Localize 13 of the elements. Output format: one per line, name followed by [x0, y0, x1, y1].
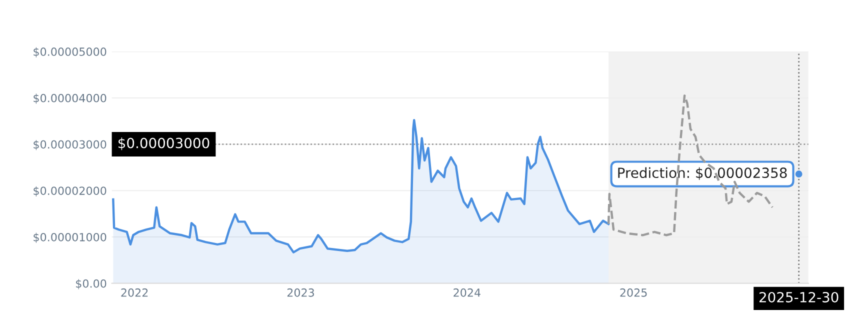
x-tick-label: 2025: [620, 288, 647, 297]
x-tick-label: 2024: [454, 288, 480, 297]
y-tick-label: $0.00001000: [34, 232, 106, 243]
y-tick-label: $0.00005000: [34, 47, 106, 58]
ref-line-label: 2025-12-30: [760, 292, 838, 302]
x-tick-label: 2023: [287, 288, 314, 297]
y-tick-label: $0.00003000: [34, 140, 106, 150]
x-tick-label: 2022: [121, 288, 148, 297]
y-tick-label: $0.00002000: [34, 186, 106, 196]
y-tick-label: $0.00004000: [34, 94, 106, 104]
annotation: Prediction: $0.00002358: [618, 167, 787, 180]
y-tick-label: $0.00: [76, 279, 106, 290]
ref-line-label: $0.00003000: [118, 138, 210, 150]
